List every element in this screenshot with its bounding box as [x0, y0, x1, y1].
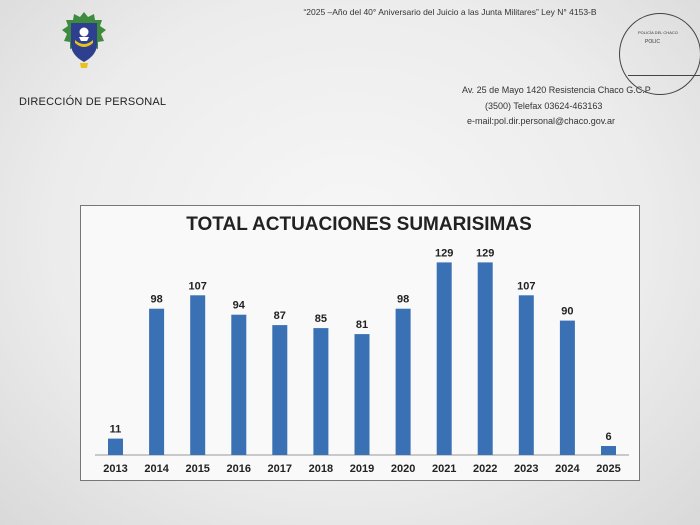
x-tick-label-2018: 2018: [309, 463, 333, 475]
address-phone: (3500) Telefax 03624-463163: [485, 100, 603, 111]
bar-2014: [149, 308, 165, 455]
stamp-seal: POLICÍA DEL CHACO POLIC: [619, 13, 700, 95]
data-label-2024: 90: [561, 306, 573, 318]
data-label-2018: 85: [315, 313, 327, 325]
data-label-2014: 98: [150, 294, 162, 306]
x-tick-label-2014: 2014: [144, 463, 169, 475]
x-tick-label-2022: 2022: [473, 463, 497, 475]
data-label-2019: 81: [356, 319, 368, 331]
data-label-2017: 87: [274, 310, 286, 322]
address-street: Av. 25 de Mayo 1420 Resistencia Chaco G.…: [462, 85, 651, 95]
bar-2015: [190, 295, 206, 455]
x-tick-label-2019: 2019: [350, 463, 374, 475]
data-label-2020: 98: [397, 294, 409, 306]
data-label-2015: 107: [189, 280, 207, 292]
bar-2022: [477, 262, 493, 455]
header-motto: “2025 –Año del 40° Aniversario del Juici…: [303, 7, 597, 17]
bar-2016: [231, 314, 247, 455]
seal-text-middle: POLIC: [645, 39, 661, 45]
bar-2024: [559, 320, 575, 455]
bar-2017: [272, 325, 288, 455]
data-label-2016: 94: [233, 300, 246, 312]
bar-2021: [436, 262, 452, 455]
bar-2013: [108, 438, 123, 455]
bar-chart: TOTAL ACTUACIONES SUMARISIMAS 11 2013 98 20…: [95, 214, 629, 475]
bar-chart-panel: TOTAL ACTUACIONES SUMARISIMAS 11 2013 98 20…: [80, 205, 640, 481]
seal-divider: [628, 75, 700, 76]
department-name: DIRECCIÓN DE PERSONAL: [19, 96, 167, 108]
bar-2019: [354, 334, 370, 455]
logo-shield-icon: [62, 12, 106, 68]
bar-2025: [601, 446, 616, 455]
chart-title: TOTAL ACTUACIONES SUMARISIMAS: [186, 214, 532, 235]
x-tick-label-2025: 2025: [596, 463, 620, 475]
address-block: Av. 25 de Mayo 1420 Resistencia Chaco G.…: [440, 83, 651, 130]
data-label-2013: 11: [110, 424, 122, 436]
address-email: e-mail:pol.dir.personal@chaco.gov.ar: [467, 116, 616, 126]
x-tick-label-2015: 2015: [185, 463, 209, 475]
x-tick-label-2013: 2013: [103, 463, 127, 475]
bar-2018: [313, 328, 329, 455]
bar-2023: [518, 295, 534, 455]
bar-2020: [395, 308, 411, 455]
x-tick-label-2020: 2020: [391, 463, 415, 475]
data-label-2023: 107: [517, 280, 535, 292]
data-label-2021: 129: [435, 247, 453, 259]
police-logo: [58, 10, 110, 70]
x-tick-label-2021: 2021: [432, 463, 456, 475]
seal-text-top: POLICÍA DEL CHACO: [638, 30, 678, 35]
x-tick-label-2023: 2023: [514, 463, 538, 475]
x-tick-label-2016: 2016: [227, 463, 251, 475]
data-label-2025: 6: [605, 431, 611, 443]
data-label-2022: 129: [476, 247, 494, 259]
x-tick-label-2017: 2017: [268, 463, 292, 475]
x-tick-label-2024: 2024: [555, 463, 580, 475]
